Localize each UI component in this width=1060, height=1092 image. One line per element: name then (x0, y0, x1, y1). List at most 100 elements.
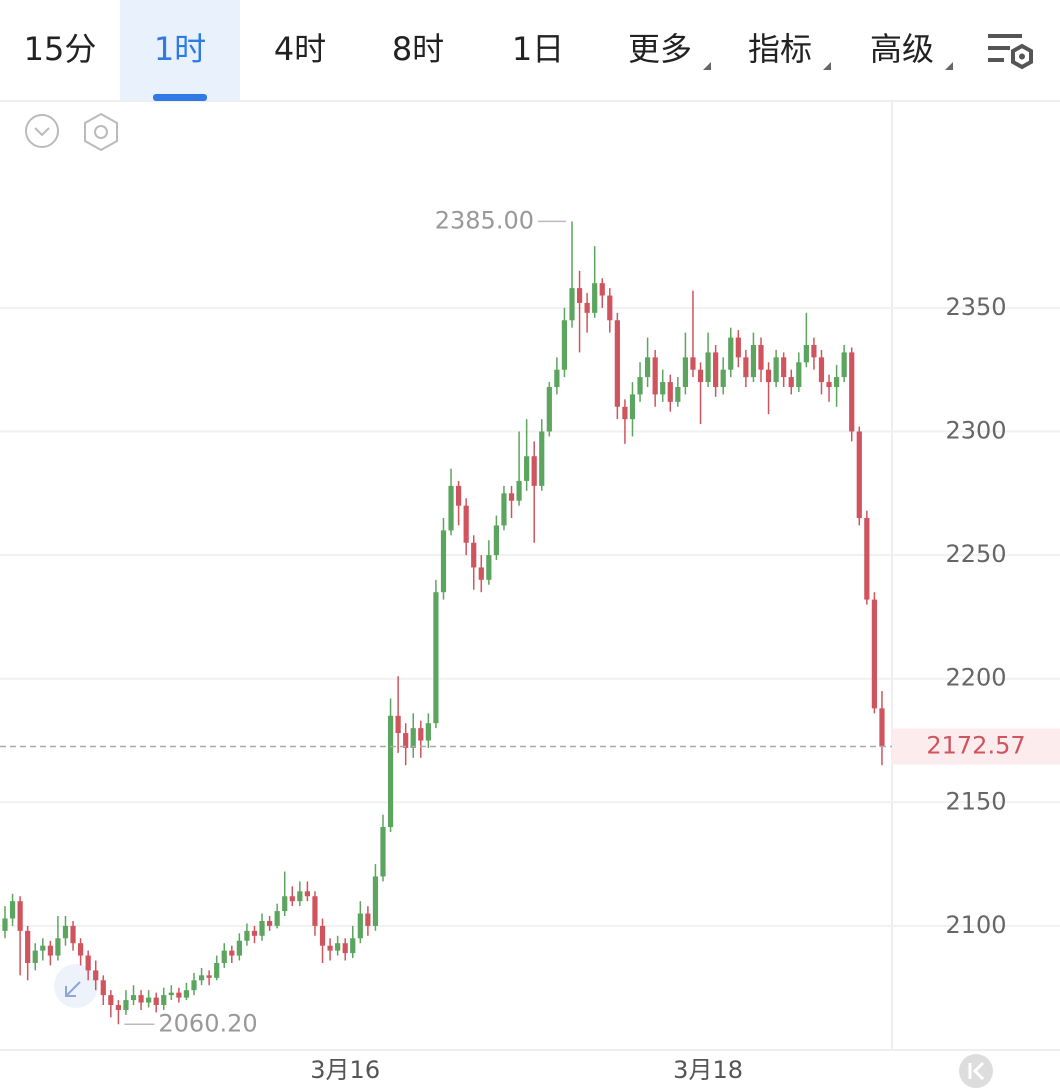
candle-body (743, 357, 749, 378)
candle-body (614, 320, 620, 407)
jump-icon[interactable] (54, 964, 98, 1008)
candle-body (750, 344, 757, 378)
candle-body (267, 920, 273, 926)
dropdown-caret (823, 62, 831, 70)
candle-body (25, 930, 31, 963)
candle-body (864, 518, 870, 600)
candle-body (788, 377, 794, 388)
tab[interactable]: 8时 (392, 30, 444, 68)
candle-body (312, 896, 318, 926)
candle-body (834, 377, 840, 388)
candle-body (130, 995, 137, 1001)
dropdown-caret (945, 62, 953, 70)
candle-body (93, 970, 99, 981)
candle-body (675, 387, 681, 402)
candle-body (849, 352, 855, 432)
candle-body (403, 733, 409, 748)
candle-body (879, 708, 885, 747)
candle-body (274, 911, 280, 926)
x-tick-label: 3月18 (673, 1056, 743, 1084)
candle-body (342, 943, 348, 954)
collapse-icon[interactable] (25, 114, 59, 148)
candle-body (70, 925, 76, 944)
candle-body (448, 485, 454, 531)
indicator-settings-icon[interactable] (84, 112, 118, 152)
candle-body (569, 288, 575, 321)
tab[interactable]: 4时 (274, 30, 326, 68)
scroll-latest-button[interactable] (959, 1054, 993, 1088)
candle-body (387, 715, 394, 828)
dropdown-caret (703, 62, 711, 70)
candle-body (652, 357, 658, 395)
candle-body (198, 975, 205, 981)
candle-body (705, 352, 711, 383)
y-tick-label: 2300 (945, 416, 1006, 444)
candle-body (803, 344, 809, 363)
candle-body (735, 337, 741, 358)
candle-body (720, 369, 726, 388)
candle-body (607, 295, 613, 321)
candle-body (62, 925, 69, 939)
candle-body (214, 962, 220, 978)
candle-body (501, 493, 507, 526)
tab[interactable]: 更多 (628, 30, 692, 68)
candle-body (690, 357, 696, 370)
candle-body (55, 938, 61, 956)
last-price-label: 2172.57 (926, 732, 1025, 760)
candle-body (183, 990, 190, 998)
candle-body (85, 955, 91, 971)
candle-body (206, 975, 212, 978)
candle-body (546, 387, 552, 432)
annotation-label: 2385.00 (435, 206, 534, 234)
candle-body (168, 992, 174, 996)
candle-body (297, 891, 303, 902)
candle-body (327, 945, 333, 951)
candle-body (826, 382, 832, 388)
candle-body (622, 406, 628, 420)
candle-body (667, 382, 673, 402)
candle-body (289, 896, 295, 902)
y-tick-label: 2200 (945, 664, 1006, 692)
candle-body (645, 357, 651, 378)
candle-body (418, 728, 424, 741)
candle-body (380, 827, 386, 877)
candle-body (682, 357, 688, 388)
y-tick-label: 2100 (945, 911, 1006, 939)
grid: 2100 2150 2200 2250 2300 2350 3月16 3月18 (0, 293, 1060, 1084)
tab[interactable]: 指标 (748, 30, 812, 68)
settings-icon[interactable] (988, 34, 1033, 70)
candle-body (818, 357, 825, 383)
candle-body (508, 493, 515, 501)
candle-body (728, 337, 734, 370)
candle-body (191, 980, 197, 991)
candle-body (123, 1000, 129, 1010)
candle-body (478, 567, 484, 580)
candle-body (440, 530, 447, 593)
candle-body (251, 930, 258, 936)
candle-body (176, 992, 182, 998)
candle-body (463, 505, 469, 543)
tab[interactable]: 1日 (512, 30, 564, 68)
tab[interactable]: 1时 (154, 30, 206, 68)
candle-body (796, 362, 802, 388)
tab[interactable]: 高级 (870, 30, 934, 68)
candle-body (811, 344, 817, 358)
candle-body (486, 555, 492, 580)
candle-body (781, 357, 787, 378)
candle-body (561, 320, 568, 370)
tab[interactable]: 15分 (24, 30, 97, 68)
candle-body (456, 485, 462, 506)
candle-body (433, 592, 439, 724)
candle-body (115, 1005, 121, 1010)
candle-body (319, 925, 326, 946)
candle-body (40, 945, 46, 951)
candle-body (138, 995, 144, 1003)
candle-body (576, 288, 583, 303)
candle-body (539, 431, 545, 486)
x-tick-label: 3月16 (310, 1056, 380, 1084)
candle-body (871, 599, 877, 709)
candle-body (592, 283, 598, 313)
active-tab-bg (120, 0, 240, 100)
